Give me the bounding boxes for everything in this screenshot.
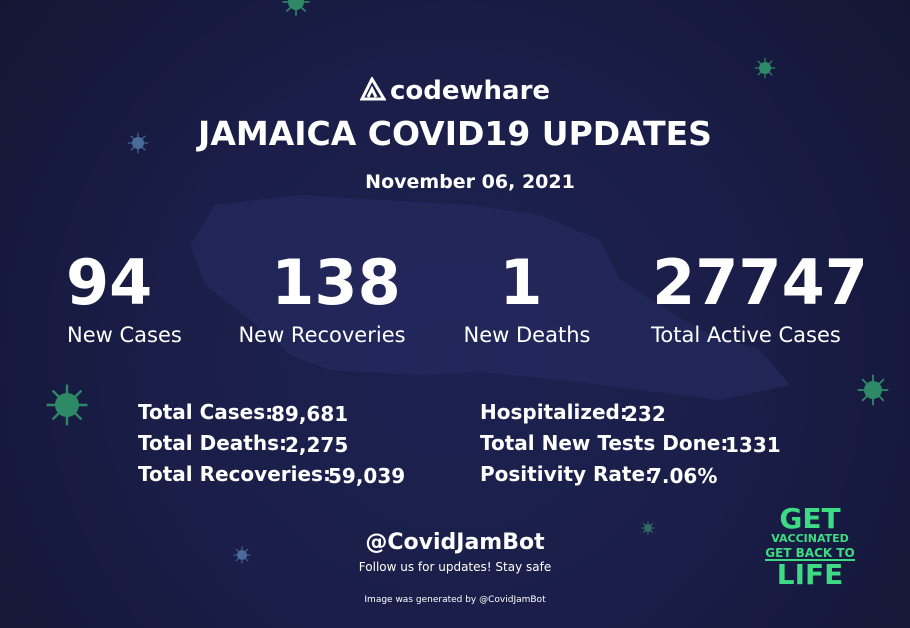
detail-label: Total Deaths: xyxy=(138,431,287,455)
detail-value: 2,275 xyxy=(285,433,349,457)
stat-value: 27747 xyxy=(652,246,868,319)
handle: @CovidJamBot xyxy=(365,530,545,555)
stat-label: New Recoveries xyxy=(238,323,406,347)
virus-icon xyxy=(46,384,88,426)
stat-label: New Deaths xyxy=(463,323,591,347)
tagline: Follow us for updates! Stay safe xyxy=(358,560,552,574)
stat-label: Total Active Cases xyxy=(651,323,841,347)
detail-value: 89,681 xyxy=(271,402,349,426)
badge-text: VACCINATED xyxy=(771,532,849,545)
badge-text: LIFE xyxy=(776,558,844,591)
detail-value: 232 xyxy=(624,402,666,426)
virus-icon xyxy=(641,521,655,535)
title: JAMAICA COVID19 UPDATES xyxy=(198,114,712,153)
stat-value: 138 xyxy=(271,246,401,319)
detail-label: Total New Tests Done: xyxy=(480,431,729,455)
map-silhouette xyxy=(190,195,790,400)
detail-label: Hospitalized: xyxy=(480,400,628,424)
brand: codewhare xyxy=(359,75,551,106)
brand-logo xyxy=(359,75,387,101)
virus-icon xyxy=(282,0,310,16)
virus-icon xyxy=(857,374,889,406)
credit: Image was generated by @CovidJamBot xyxy=(364,595,546,605)
virus-icon xyxy=(127,132,149,154)
detail-value: 7.06% xyxy=(648,464,718,488)
stat-label: New Cases xyxy=(67,323,182,347)
detail-label: Positivity Rate: xyxy=(480,462,654,486)
badge-text: GET xyxy=(779,502,841,535)
detail-value: 59,039 xyxy=(328,464,406,488)
stat-value: 94 xyxy=(66,246,153,319)
detail-label: Total Recoveries: xyxy=(138,462,331,486)
brand-name: codewhare xyxy=(390,76,551,106)
date: November 06, 2021 xyxy=(365,171,575,193)
virus-icon xyxy=(754,57,776,79)
badge: GET VACCINATED GET BACK TO LIFE xyxy=(750,505,870,589)
detail-label: Total Cases: xyxy=(138,400,274,424)
detail-value: 1331 xyxy=(725,433,781,457)
badge-text: GET BACK TO xyxy=(765,546,855,561)
virus-icon xyxy=(233,546,251,564)
stat-value: 1 xyxy=(499,246,543,319)
